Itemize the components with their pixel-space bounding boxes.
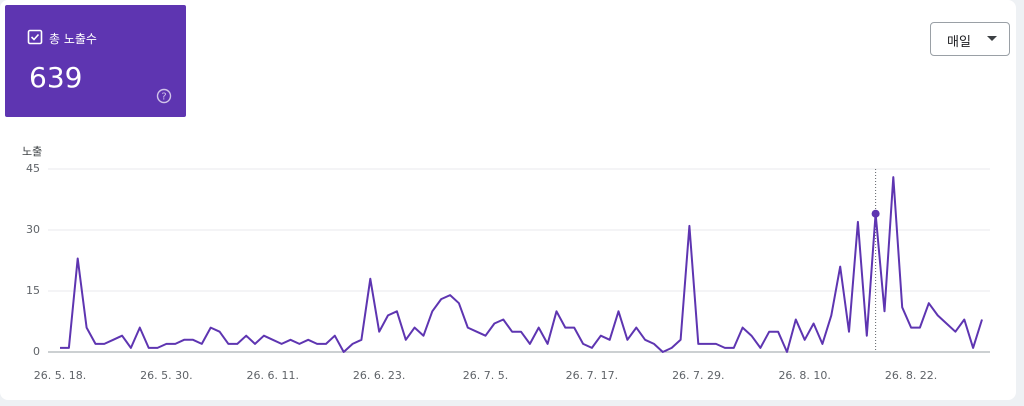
x-tick-label: 26. 8. 22. (885, 369, 937, 382)
checkbox-icon[interactable] (27, 29, 43, 45)
tile-value: 639 (29, 61, 83, 94)
frequency-dropdown[interactable]: 매일 (930, 22, 1010, 56)
dropdown-label: 매일 (947, 35, 971, 50)
y-axis-label: 노출 (22, 145, 42, 158)
dropdown-arrow (987, 36, 997, 41)
x-tick-label: 26. 5. 18. (34, 369, 86, 382)
x-tick-label: 26. 6. 23. (353, 369, 405, 382)
chart: 노출 0 15 30 45 26. 5. 18. 26. 5. 30. 26. 6. 11.… (22, 145, 990, 382)
performance-card: 총 노출수 639 ? 매일 노출 0 15 30 45 26. 5. 18. 26. 5… (0, 0, 1016, 400)
x-tick-label: 26. 8. 10. (778, 369, 830, 382)
x-tick-label: 26. 6. 11. (247, 369, 299, 382)
y-tick-label: 15 (26, 284, 40, 297)
total-impressions-tile[interactable]: 총 노출수 639 ? (5, 5, 186, 117)
hover-point (871, 209, 880, 218)
y-tick-label: 45 (26, 162, 40, 175)
y-tick-label: 30 (26, 223, 40, 236)
x-tick-label: 26. 5. 30. (140, 369, 192, 382)
x-tick-label: 26. 7. 5. (463, 369, 508, 382)
x-tick-label: 26. 7. 29. (672, 369, 724, 382)
help-icon[interactable]: ? (156, 88, 172, 104)
svg-text:?: ? (161, 92, 166, 103)
impressions-line (60, 176, 983, 353)
tile-label: 총 노출수 (49, 32, 97, 46)
x-tick-label: 26. 7. 17. (566, 369, 618, 382)
y-tick-label: 0 (33, 345, 40, 358)
